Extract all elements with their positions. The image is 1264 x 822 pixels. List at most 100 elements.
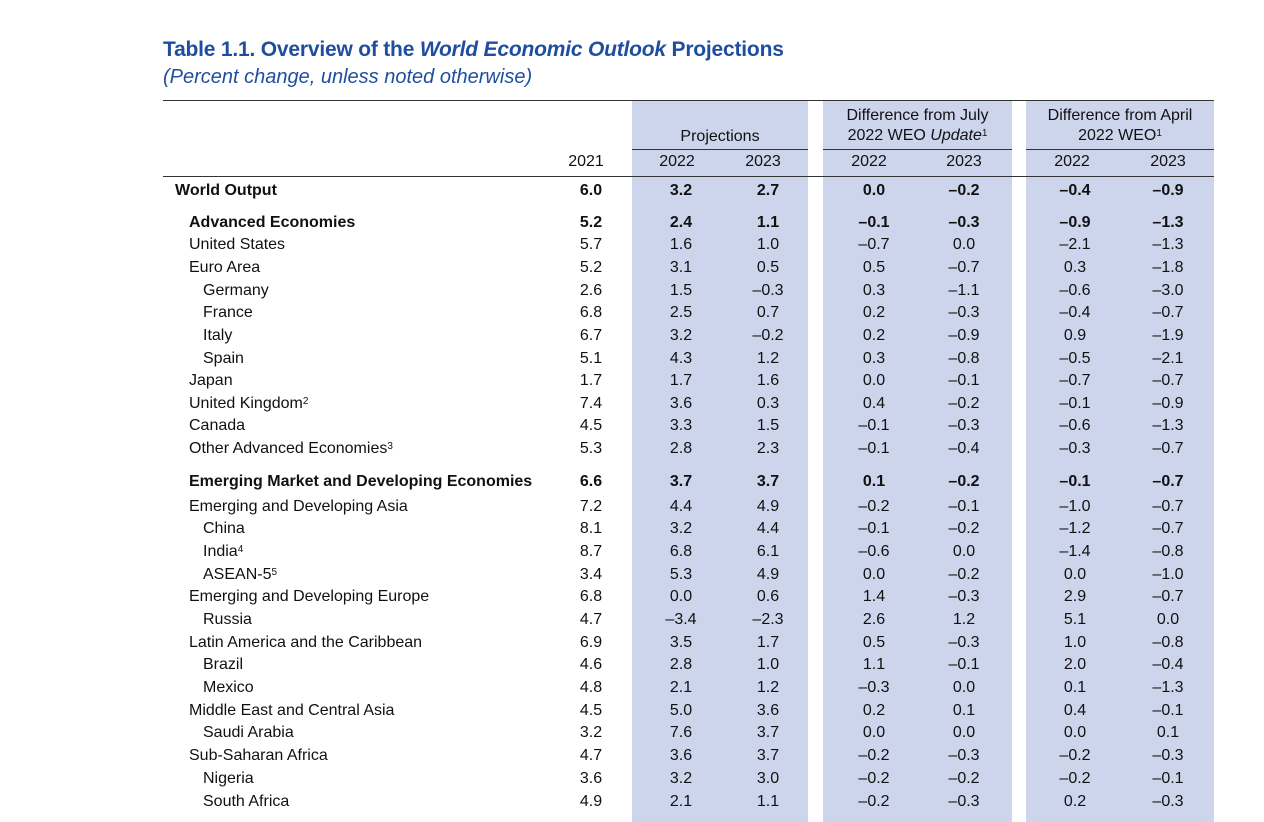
row-value: –1.1 bbox=[948, 282, 980, 299]
row-value: 6.8 bbox=[669, 543, 693, 560]
row-value: 4.6 bbox=[579, 656, 603, 673]
row-value: 6.6 bbox=[579, 473, 603, 490]
row-value: 4.7 bbox=[579, 611, 603, 628]
table-row: Saudi Arabia 3.2 7.6 3.7 0.0 0.0 0.0 0.1 bbox=[0, 722, 1264, 744]
row-value: 0.0 bbox=[862, 566, 886, 583]
row-value: 0.2 bbox=[862, 327, 886, 344]
row-value: 5.0 bbox=[669, 702, 693, 719]
row-value: –0.2 bbox=[948, 520, 980, 537]
row-label: Saudi Arabia bbox=[203, 724, 294, 741]
row-value: 3.6 bbox=[579, 770, 603, 787]
row-value: 0.0 bbox=[669, 588, 693, 605]
row-value: –0.1 bbox=[858, 417, 890, 434]
row-value: 5.1 bbox=[579, 350, 603, 367]
row-value: 1.5 bbox=[669, 282, 693, 299]
table-row: Russia 4.7 –3.4 –2.3 2.6 1.2 5.1 0.0 bbox=[0, 609, 1264, 631]
row-value: 1.6 bbox=[669, 236, 693, 253]
row-value: 0.3 bbox=[862, 282, 886, 299]
row-value: –0.3 bbox=[752, 282, 784, 299]
table-row: ASEAN-55 3.4 5.3 4.9 0.0 –0.2 0.0 –1.0 bbox=[0, 564, 1264, 586]
row-value: 3.4 bbox=[579, 566, 603, 583]
year-header-april-2023: 2023 bbox=[1150, 153, 1186, 170]
table-title: Table 1.1. Overview of the World Economi… bbox=[163, 38, 784, 61]
row-value: 0.0 bbox=[952, 543, 976, 560]
row-value: 0.4 bbox=[1063, 702, 1087, 719]
row-value: –0.3 bbox=[948, 417, 980, 434]
row-value: 3.7 bbox=[669, 473, 693, 490]
row-value: –2.3 bbox=[752, 611, 784, 628]
row-value: 2.8 bbox=[669, 656, 693, 673]
row-value: 0.7 bbox=[756, 304, 780, 321]
row-value: 4.5 bbox=[579, 417, 603, 434]
row-value: 1.0 bbox=[1063, 634, 1087, 651]
row-value: 0.0 bbox=[1063, 724, 1087, 741]
row-value: –0.1 bbox=[1152, 702, 1184, 719]
row-value: 1.2 bbox=[756, 350, 780, 367]
row-value: –1.2 bbox=[1059, 520, 1091, 537]
table-row: Middle East and Central Asia 4.5 5.0 3.6 0.2… bbox=[0, 700, 1264, 722]
row-value: –0.7 bbox=[948, 259, 980, 276]
table-row: China 8.1 3.2 4.4 –0.1 –0.2 –1.2 –0.7 bbox=[0, 518, 1264, 540]
row-value: –0.6 bbox=[858, 543, 890, 560]
row-value: –0.1 bbox=[858, 440, 890, 457]
row-value: –0.7 bbox=[1152, 304, 1184, 321]
table-row: Sub-Saharan Africa 4.7 3.6 3.7 –0.2 –0.3 –0.2 –… bbox=[0, 745, 1264, 767]
april-rule bbox=[1026, 149, 1214, 150]
table-row: Nigeria 3.6 3.2 3.0 –0.2 –0.2 –0.2 –0.1 bbox=[0, 768, 1264, 790]
table-row: Emerging Market and Developing Economies… bbox=[0, 471, 1264, 493]
row-label: Advanced Economies bbox=[189, 214, 356, 231]
row-value: –1.3 bbox=[1152, 679, 1184, 696]
row-value: 8.7 bbox=[579, 543, 603, 560]
row-value: –0.2 bbox=[858, 793, 890, 810]
row-value: 0.6 bbox=[756, 588, 780, 605]
row-value: –0.3 bbox=[948, 588, 980, 605]
table-row: Canada 4.5 3.3 1.5 –0.1 –0.3 –0.6 –1.3 bbox=[0, 415, 1264, 437]
row-value: –2.1 bbox=[1152, 350, 1184, 367]
row-value: –0.7 bbox=[1152, 520, 1184, 537]
row-value: –0.3 bbox=[1152, 747, 1184, 764]
row-value: –0.3 bbox=[948, 214, 980, 231]
row-label: Brazil bbox=[203, 656, 244, 673]
row-value: 0.2 bbox=[862, 304, 886, 321]
row-value: 1.1 bbox=[862, 656, 886, 673]
table-row: Advanced Economies 5.2 2.4 1.1 –0.1 –0.3 –0.9 –… bbox=[0, 212, 1264, 234]
row-value: 7.4 bbox=[579, 395, 603, 412]
row-value: –0.8 bbox=[1152, 634, 1184, 651]
row-value: –0.2 bbox=[948, 473, 980, 490]
row-value: –0.8 bbox=[1152, 543, 1184, 560]
table-subtitle: (Percent change, unless noted otherwise) bbox=[163, 66, 533, 88]
row-value: 6.1 bbox=[756, 543, 780, 560]
row-label: Euro Area bbox=[189, 259, 261, 276]
row-value: –0.4 bbox=[1059, 304, 1091, 321]
row-value: 6.0 bbox=[579, 182, 603, 199]
row-value: 4.9 bbox=[579, 793, 603, 810]
row-value: –0.4 bbox=[1152, 656, 1184, 673]
row-value: –0.1 bbox=[1059, 395, 1091, 412]
row-value: 0.0 bbox=[952, 724, 976, 741]
table-row: Emerging and Developing Europe 6.8 0.0 0.6 1… bbox=[0, 586, 1264, 608]
row-value: 6.9 bbox=[579, 634, 603, 651]
july-rule bbox=[823, 149, 1012, 150]
row-label: France bbox=[203, 304, 253, 321]
row-value: 2.1 bbox=[669, 679, 693, 696]
row-value: 1.0 bbox=[756, 236, 780, 253]
row-value: –0.4 bbox=[948, 440, 980, 457]
row-label: Italy bbox=[203, 327, 233, 344]
row-value: 5.2 bbox=[579, 259, 603, 276]
row-value: 0.0 bbox=[1156, 611, 1180, 628]
row-value: 1.5 bbox=[756, 417, 780, 434]
row-value: 6.8 bbox=[579, 588, 603, 605]
row-value: –0.2 bbox=[1059, 770, 1091, 787]
row-value: 0.0 bbox=[862, 182, 886, 199]
row-value: 7.2 bbox=[579, 498, 603, 515]
row-value: 4.9 bbox=[756, 498, 780, 515]
year-header-july-2022: 2022 bbox=[851, 153, 887, 170]
row-value: –0.5 bbox=[1059, 350, 1091, 367]
row-value: 3.3 bbox=[669, 417, 693, 434]
row-value: –1.0 bbox=[1059, 498, 1091, 515]
row-value: –0.3 bbox=[948, 747, 980, 764]
row-label: India4 bbox=[203, 543, 244, 560]
row-label: Japan bbox=[189, 372, 233, 389]
row-value: –0.3 bbox=[1152, 793, 1184, 810]
row-value: –1.4 bbox=[1059, 543, 1091, 560]
